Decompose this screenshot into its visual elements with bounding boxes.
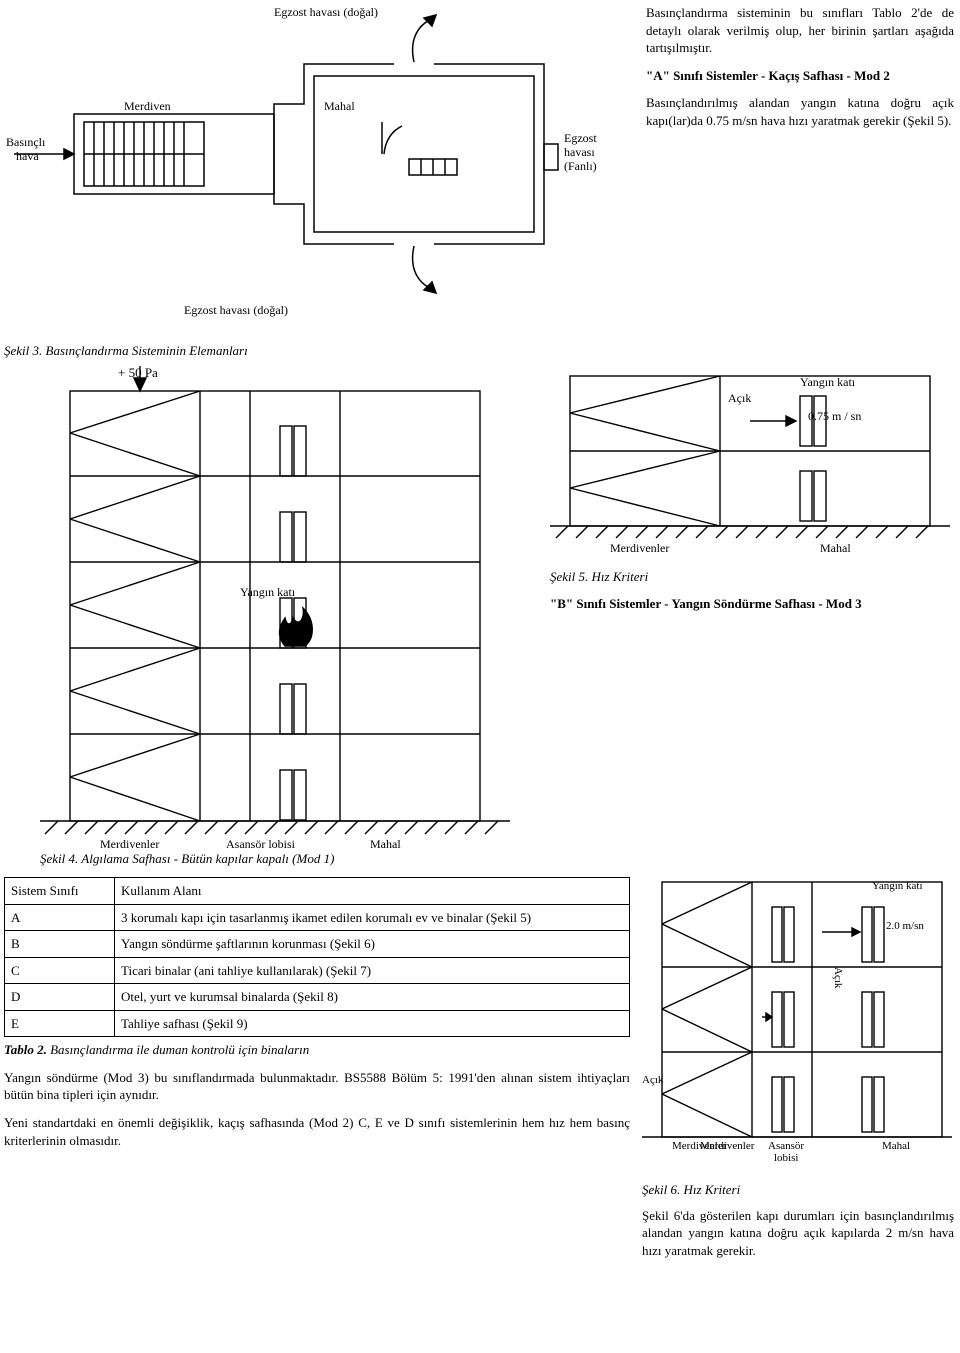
fig5-b1: Merdivenler [610, 540, 669, 556]
fig3-top-label: Egzost havası (doğal) [274, 4, 378, 20]
fig5-vel: 0.75 m / sn [808, 408, 861, 424]
table-row: BYangın söndürme şaftlarının korunması (… [5, 931, 630, 958]
fig5-acik: Açık [728, 390, 751, 406]
intro-p1: Basınçlandırma sisteminin bu sınıfları T… [646, 4, 954, 57]
fig5-caption: Şekil 5. Hız Kriteri [550, 568, 954, 586]
table-row: A3 korumalı kapı için tasarlanmış ikamet… [5, 904, 630, 931]
fig4-b3: Mahal [370, 836, 401, 852]
table-row: ETahliye safhası (Şekil 9) [5, 1010, 630, 1037]
fig5-yangin: Yangın katı [800, 374, 855, 390]
fig3-egzost3: (Fanlı) [564, 158, 597, 174]
below-table-p1: Yangın söndürme (Mod 3) bu sınıflandırma… [4, 1069, 630, 1104]
table-row: DOtel, yurt ve kurumsal binalarda (Şekil… [5, 984, 630, 1011]
fig6-yangin: Yangın katı [872, 879, 923, 894]
tbl-h1: Sistem Sınıfı [5, 878, 115, 905]
fig4-caption: Şekil 4. Algılama Safhası - Bütün kapıla… [40, 850, 960, 868]
fig4-building [40, 366, 510, 846]
intro-h1: "A" Sınıfı Sistemler - Kaçış Safhası - M… [646, 67, 954, 85]
fig3-merdiven: Merdiven [124, 98, 171, 114]
table2-caption: Tablo 2. Basınçlandırma ile duman kontro… [4, 1041, 630, 1059]
below-table-p2: Yeni standartdaki en önemli değişiklik, … [4, 1114, 630, 1149]
fig6-caption: Şekil 6. Hız Kriteri [642, 1181, 954, 1199]
tbl-h2: Kullanım Alanı [115, 878, 630, 905]
fig3-left-label2: hava [16, 148, 39, 164]
fig5-b2: Mahal [820, 540, 851, 556]
fig4-b1: Merdivenler [100, 836, 159, 852]
fig3-bottom-label: Egzost havası (doğal) [184, 302, 288, 318]
fig6-b1: Merdivenler [672, 1139, 726, 1154]
right-bottom-p1: Şekil 6'da gösterilen kapı durumları içi… [642, 1207, 954, 1260]
fig4-yangin-kati: Yangın katı [240, 584, 295, 600]
intro-p2: Basınçlandırılmış alandan yangın katına … [646, 94, 954, 129]
fig5-heading: "B" Sınıfı Sistemler - Yangın Söndürme S… [550, 595, 954, 613]
fig6-b2b: lobisi [774, 1151, 798, 1166]
system-class-table: Sistem Sınıfı Kullanım Alanı A3 korumalı… [4, 877, 630, 1037]
fig3-mahal: Mahal [324, 98, 355, 114]
fig6-acik-vert: Açık [830, 967, 845, 988]
fig6-vel: 2.0 m/sn [886, 919, 924, 934]
fig6-b3: Mahal [882, 1139, 910, 1154]
table-row: CTicari binalar (ani tahliye kullanılara… [5, 957, 630, 984]
fig4-b2: Asansör lobisi [226, 836, 295, 852]
fig3-caption: Şekil 3. Basınçlandırma Sisteminin Elema… [4, 342, 960, 360]
fig6-acik: Açık [642, 1073, 663, 1088]
fig3-plan [4, 4, 634, 334]
fig4-plus50: + 50 Pa [118, 364, 158, 382]
